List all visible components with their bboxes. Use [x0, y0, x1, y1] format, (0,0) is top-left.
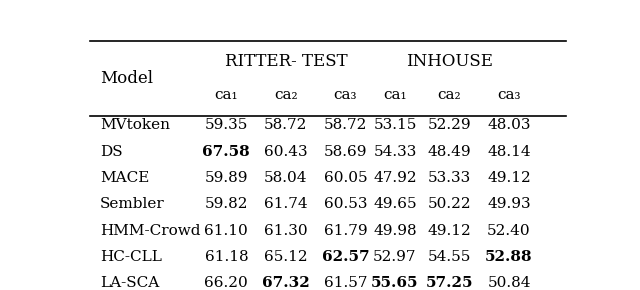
- Text: 59.35: 59.35: [205, 118, 248, 132]
- Text: 52.97: 52.97: [373, 250, 417, 264]
- Text: 53.15: 53.15: [373, 118, 417, 132]
- Text: 48.14: 48.14: [487, 145, 531, 159]
- Text: 61.18: 61.18: [205, 250, 248, 264]
- Text: ca₂: ca₂: [274, 88, 298, 102]
- Text: ca₂: ca₂: [438, 88, 461, 102]
- Text: 61.57: 61.57: [324, 276, 367, 290]
- Text: 61.74: 61.74: [264, 197, 308, 211]
- Text: 60.05: 60.05: [324, 171, 367, 185]
- Text: 50.84: 50.84: [487, 276, 531, 290]
- Text: RITTER- TEST: RITTER- TEST: [225, 53, 347, 70]
- Text: ca₁: ca₁: [383, 88, 407, 102]
- Text: ca₃: ca₃: [333, 88, 357, 102]
- Text: INHOUSE: INHOUSE: [406, 53, 493, 70]
- Text: 61.30: 61.30: [264, 224, 308, 238]
- Text: LA-SCA: LA-SCA: [100, 276, 159, 290]
- Text: 47.92: 47.92: [373, 171, 417, 185]
- Text: 49.12: 49.12: [487, 171, 531, 185]
- Text: 52.29: 52.29: [428, 118, 471, 132]
- Text: Sembler: Sembler: [100, 197, 164, 211]
- Text: HC-CLL: HC-CLL: [100, 250, 162, 264]
- Text: ca₃: ca₃: [497, 88, 521, 102]
- Text: 59.82: 59.82: [205, 197, 248, 211]
- Text: 52.40: 52.40: [487, 224, 531, 238]
- Text: Model: Model: [100, 70, 153, 87]
- Text: 52.88: 52.88: [485, 250, 533, 264]
- Text: 66.20: 66.20: [204, 276, 248, 290]
- Text: 48.03: 48.03: [487, 118, 531, 132]
- Text: 55.65: 55.65: [371, 276, 419, 290]
- Text: 60.53: 60.53: [324, 197, 367, 211]
- Text: 60.43: 60.43: [264, 145, 308, 159]
- Text: 54.55: 54.55: [428, 250, 471, 264]
- Text: 65.12: 65.12: [264, 250, 308, 264]
- Text: 61.10: 61.10: [204, 224, 248, 238]
- Text: 58.69: 58.69: [324, 145, 367, 159]
- Text: 48.49: 48.49: [428, 145, 471, 159]
- Text: 49.98: 49.98: [373, 224, 417, 238]
- Text: 50.22: 50.22: [428, 197, 471, 211]
- Text: MACE: MACE: [100, 171, 149, 185]
- Text: 49.93: 49.93: [487, 197, 531, 211]
- Text: 53.33: 53.33: [428, 171, 471, 185]
- Text: 54.33: 54.33: [373, 145, 417, 159]
- Text: HMM-Crowd: HMM-Crowd: [100, 224, 200, 238]
- Text: 62.57: 62.57: [321, 250, 369, 264]
- Text: 49.12: 49.12: [428, 224, 472, 238]
- Text: 49.65: 49.65: [373, 197, 417, 211]
- Text: MVtoken: MVtoken: [100, 118, 170, 132]
- Text: 59.89: 59.89: [205, 171, 248, 185]
- Text: ca₁: ca₁: [214, 88, 238, 102]
- Text: 61.79: 61.79: [324, 224, 367, 238]
- Text: 58.72: 58.72: [324, 118, 367, 132]
- Text: 67.58: 67.58: [202, 145, 250, 159]
- Text: 58.04: 58.04: [264, 171, 308, 185]
- Text: 58.72: 58.72: [264, 118, 308, 132]
- Text: 67.32: 67.32: [262, 276, 310, 290]
- Text: 57.25: 57.25: [426, 276, 473, 290]
- Text: DS: DS: [100, 145, 122, 159]
